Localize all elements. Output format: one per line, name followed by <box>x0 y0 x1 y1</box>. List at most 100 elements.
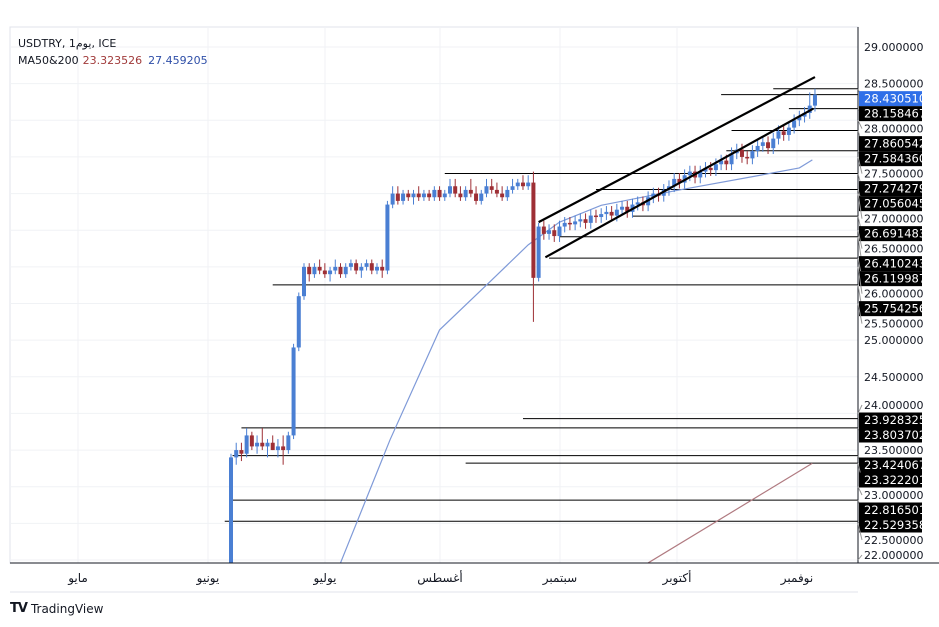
candle-body <box>776 131 781 139</box>
candle-body <box>599 214 604 218</box>
level-price-label: 22.529358 <box>864 518 926 532</box>
level-price-label-bg <box>859 106 922 122</box>
candle-body <box>359 266 364 271</box>
price-tick-label: 27.000000 <box>864 213 924 226</box>
channel-lower-line <box>544 107 814 259</box>
candle-body <box>239 450 244 454</box>
label-connector <box>857 230 863 249</box>
candle-body <box>672 178 677 187</box>
candle-body <box>604 211 609 215</box>
chart-legend: USDTRY, 1يوم, ICE MA50&200 23.323526 27.45… <box>18 35 208 69</box>
candle-body <box>552 230 557 237</box>
candle-body <box>229 457 233 563</box>
candle-body <box>505 189 510 198</box>
candle-body <box>296 296 301 348</box>
candle-body <box>677 178 682 183</box>
label-connector <box>857 486 863 496</box>
price-tick-label: 28.500000 <box>864 78 924 91</box>
candle-body <box>275 446 280 451</box>
level-price-label-bg <box>859 427 922 443</box>
level-price-label-bg <box>859 472 922 488</box>
candle-body <box>453 186 458 194</box>
candle-body <box>281 446 286 451</box>
level-price-label: 27.860542 <box>864 137 926 151</box>
ma-label: MA50&200 <box>18 54 79 67</box>
candle-body <box>614 209 619 216</box>
candle-body <box>489 186 494 190</box>
candle-body <box>781 131 786 135</box>
level-price-label: 26.691483 <box>864 227 926 241</box>
candle-body <box>567 222 572 225</box>
candle-body <box>625 206 630 212</box>
candle-body <box>468 189 473 194</box>
level-price-label: 27.584360 <box>864 152 926 166</box>
candle-body <box>411 193 416 198</box>
candle-body <box>635 202 640 205</box>
candle-body <box>620 206 625 210</box>
tradingview-logo-icon: TV <box>10 601 28 616</box>
level-price-label: 23.322201 <box>864 473 926 487</box>
label-connector <box>857 303 863 324</box>
candle-body <box>531 182 536 278</box>
candle-body <box>317 266 322 271</box>
plot-layer <box>224 76 858 563</box>
candle-body <box>687 171 692 176</box>
candle-body <box>760 142 765 146</box>
price-tick-label: 26.500000 <box>864 243 924 256</box>
price-tick-label: 26.000000 <box>864 288 924 301</box>
month-label: يونيو <box>196 571 220 586</box>
candle-body <box>479 193 484 201</box>
candle-body <box>750 151 755 159</box>
candle-body <box>786 127 791 135</box>
price-tick-label: 24.500000 <box>864 371 924 384</box>
level-price-label-bg <box>859 136 922 152</box>
price-tick-label: 22.000000 <box>864 549 924 562</box>
candle-body <box>249 435 254 447</box>
ma-legend: MA50&200 23.323526 27.459205 <box>18 52 208 69</box>
candle-body <box>364 263 369 267</box>
candle-body <box>343 266 348 275</box>
level-price-label-bg <box>859 226 922 242</box>
level-price-label: 27.274279 <box>864 182 926 196</box>
label-connector <box>857 404 863 414</box>
candle-body <box>698 171 703 178</box>
level-price-label-bg <box>859 502 922 518</box>
time-axis <box>10 564 858 592</box>
candle-body <box>719 160 724 165</box>
level-price-label: 22.816501 <box>864 503 926 517</box>
candle-body <box>541 226 546 234</box>
candle-body <box>406 193 411 198</box>
candle-body <box>437 189 442 198</box>
month-label: أكتوبر <box>662 570 692 586</box>
tradingview-brand[interactable]: TV TradingView <box>10 601 103 616</box>
candle-body <box>333 266 338 271</box>
candle-body <box>526 182 531 187</box>
candle-body <box>255 442 260 447</box>
candle-body <box>474 193 479 201</box>
candle-body <box>729 153 734 165</box>
candle-body <box>307 266 312 275</box>
label-connector <box>857 193 863 219</box>
price-tick-label: 23.000000 <box>864 489 924 502</box>
candle-body <box>427 193 432 198</box>
candle-body <box>328 270 333 275</box>
current-price-label: 28.430510 <box>864 92 926 106</box>
candle-body <box>395 193 400 201</box>
candle-body <box>583 219 588 223</box>
candle-body <box>390 193 395 205</box>
candle-body <box>500 193 505 198</box>
candle-body <box>401 193 406 201</box>
candle-body <box>260 442 265 447</box>
level-price-label-bg <box>859 412 922 428</box>
candle-body <box>244 435 249 454</box>
candle-body <box>802 112 807 117</box>
candle-body <box>463 189 468 198</box>
candle-body <box>703 167 708 172</box>
candle-body <box>557 226 562 237</box>
candle-body <box>348 263 353 267</box>
price-tick-label: 25.500000 <box>864 318 924 331</box>
candle-body <box>708 167 713 171</box>
price-tick-label: 27.500000 <box>864 168 924 181</box>
label-connector <box>857 523 863 541</box>
